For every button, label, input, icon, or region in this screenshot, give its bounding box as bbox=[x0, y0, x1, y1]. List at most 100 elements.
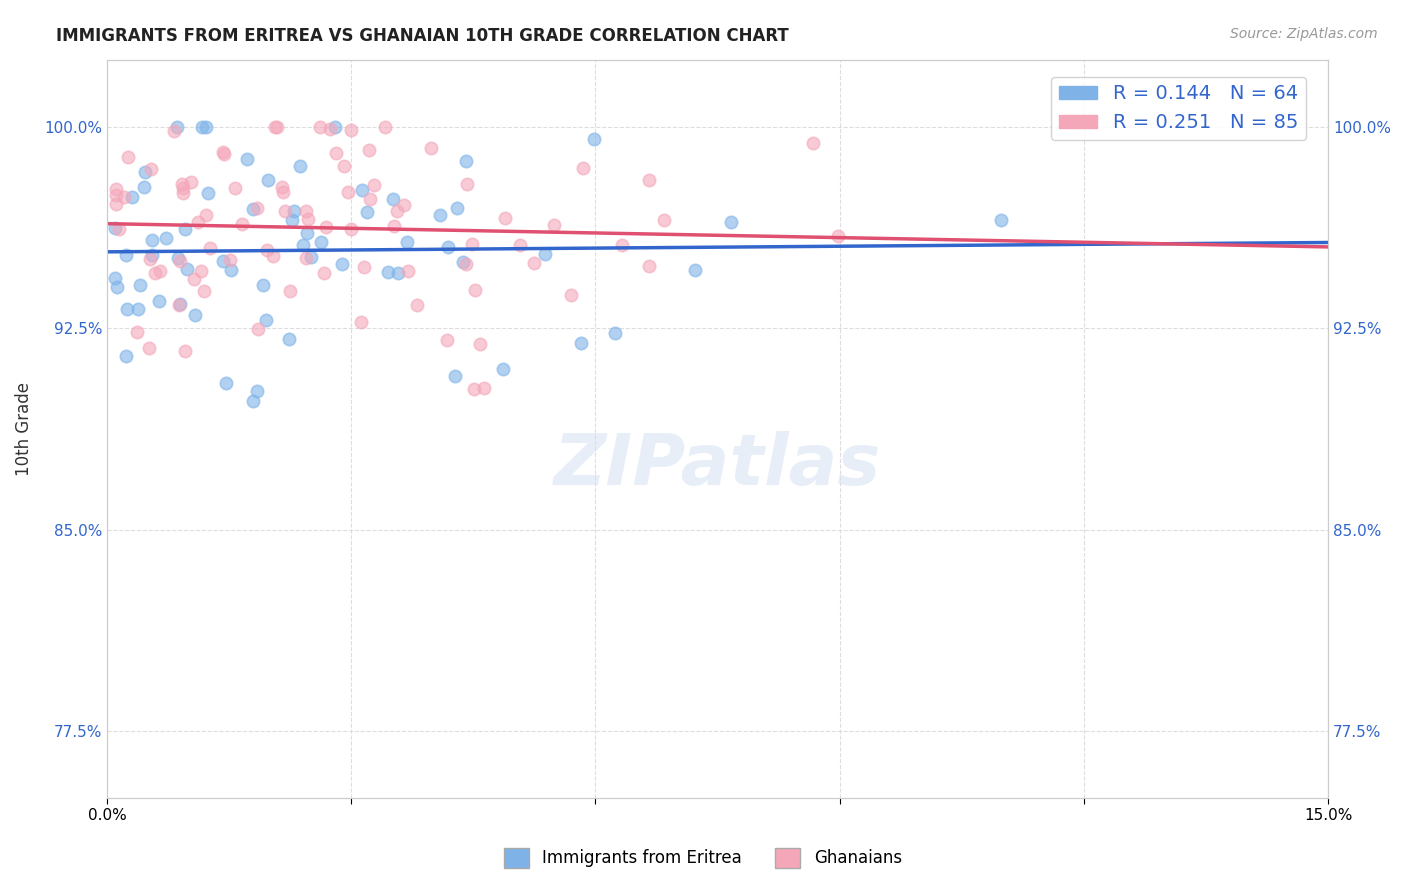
Point bbox=[652, 213, 675, 227]
Point bbox=[456, 257, 478, 271]
Point bbox=[200, 241, 222, 255]
Point bbox=[271, 186, 294, 200]
Point bbox=[560, 288, 582, 302]
Point bbox=[339, 222, 361, 236]
Point bbox=[132, 179, 155, 194]
Point bbox=[353, 260, 375, 274]
Point bbox=[172, 186, 194, 201]
Point bbox=[112, 190, 135, 204]
Point bbox=[295, 251, 318, 265]
Point bbox=[212, 145, 235, 159]
Point bbox=[257, 173, 280, 187]
Point bbox=[224, 180, 246, 194]
Point bbox=[236, 153, 259, 167]
Point bbox=[350, 315, 373, 329]
Point bbox=[323, 120, 346, 134]
Point bbox=[184, 308, 207, 322]
Point bbox=[141, 161, 163, 176]
Point bbox=[429, 208, 451, 222]
Point bbox=[190, 263, 212, 277]
Point bbox=[990, 212, 1012, 227]
Point bbox=[288, 160, 311, 174]
Point bbox=[444, 368, 467, 383]
Point bbox=[297, 226, 319, 240]
Point bbox=[356, 205, 378, 219]
Point bbox=[194, 208, 217, 222]
Point bbox=[572, 161, 595, 176]
Legend: R = 0.144   N = 64, R = 0.251   N = 85: R = 0.144 N = 64, R = 0.251 N = 85 bbox=[1050, 77, 1306, 140]
Point bbox=[454, 154, 477, 169]
Point bbox=[357, 143, 380, 157]
Point bbox=[231, 217, 253, 231]
Point bbox=[169, 254, 191, 268]
Point bbox=[396, 264, 419, 278]
Point bbox=[419, 141, 441, 155]
Y-axis label: 10th Grade: 10th Grade bbox=[15, 382, 32, 475]
Point bbox=[543, 219, 565, 233]
Point bbox=[720, 215, 742, 229]
Point bbox=[256, 243, 278, 257]
Point bbox=[163, 124, 186, 138]
Point bbox=[141, 234, 163, 248]
Point bbox=[468, 336, 491, 351]
Point bbox=[149, 264, 172, 278]
Point bbox=[155, 231, 177, 245]
Point bbox=[115, 302, 138, 317]
Point bbox=[582, 132, 605, 146]
Point bbox=[105, 187, 128, 202]
Point bbox=[114, 350, 136, 364]
Point bbox=[197, 186, 219, 200]
Point bbox=[377, 265, 399, 279]
Point bbox=[214, 376, 236, 390]
Point bbox=[463, 382, 485, 396]
Point bbox=[143, 266, 166, 280]
Point bbox=[523, 256, 546, 270]
Point bbox=[138, 341, 160, 355]
Point bbox=[166, 120, 188, 134]
Point bbox=[638, 173, 661, 187]
Point bbox=[318, 122, 340, 136]
Point bbox=[330, 257, 353, 271]
Point bbox=[352, 183, 374, 197]
Point bbox=[167, 252, 190, 266]
Point bbox=[117, 150, 139, 164]
Point bbox=[387, 266, 409, 280]
Point bbox=[464, 283, 486, 297]
Point bbox=[270, 180, 292, 194]
Point bbox=[172, 181, 194, 195]
Point bbox=[803, 136, 825, 150]
Point bbox=[494, 211, 516, 225]
Point bbox=[281, 213, 304, 227]
Point bbox=[134, 165, 156, 179]
Point bbox=[491, 362, 513, 376]
Point bbox=[141, 248, 163, 262]
Point bbox=[472, 381, 495, 395]
Point bbox=[309, 120, 332, 134]
Point bbox=[605, 326, 627, 340]
Point bbox=[278, 284, 301, 298]
Point bbox=[359, 192, 381, 206]
Point bbox=[252, 277, 274, 292]
Point bbox=[297, 212, 319, 227]
Point bbox=[104, 197, 127, 211]
Point bbox=[309, 235, 332, 250]
Point bbox=[173, 344, 195, 359]
Point bbox=[392, 198, 415, 212]
Point bbox=[315, 220, 337, 235]
Point bbox=[139, 252, 162, 266]
Point bbox=[451, 255, 474, 269]
Point bbox=[219, 263, 242, 277]
Point bbox=[683, 263, 706, 277]
Point bbox=[211, 254, 233, 268]
Point bbox=[108, 221, 131, 235]
Point bbox=[405, 298, 427, 312]
Point bbox=[127, 302, 149, 317]
Point bbox=[266, 120, 288, 134]
Point bbox=[174, 222, 197, 236]
Point bbox=[396, 235, 419, 249]
Point bbox=[242, 202, 264, 216]
Point bbox=[262, 248, 284, 262]
Point bbox=[170, 177, 193, 191]
Point bbox=[193, 284, 215, 298]
Point bbox=[283, 204, 305, 219]
